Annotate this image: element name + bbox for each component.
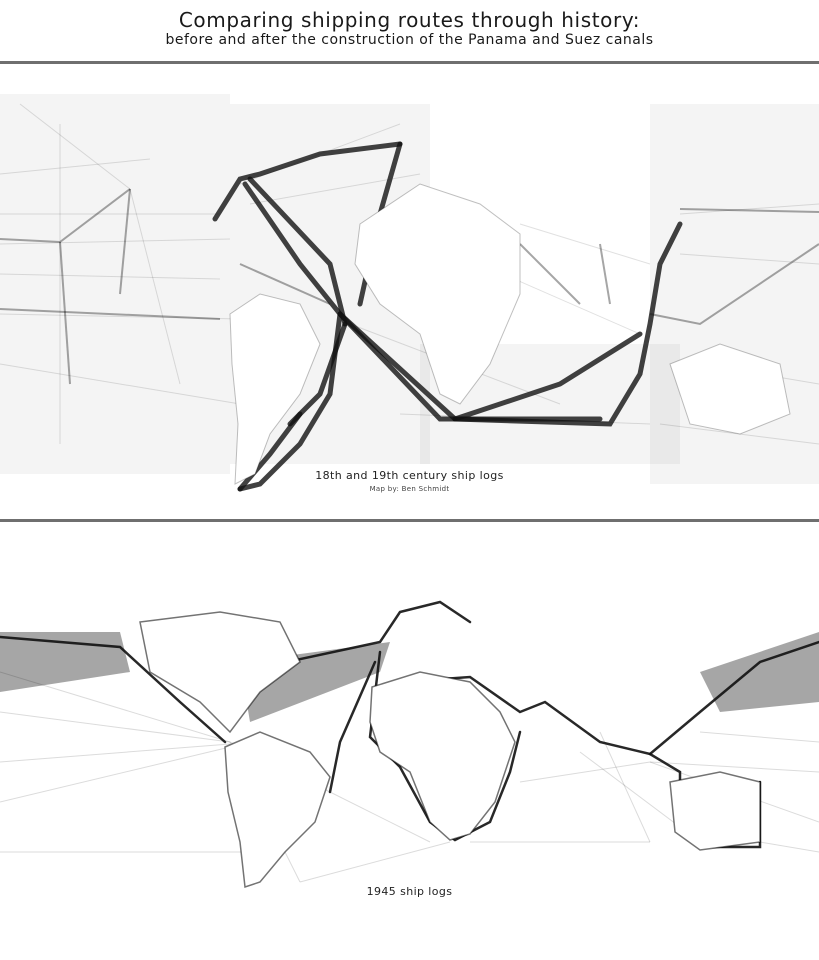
- middle-divider: [0, 519, 819, 522]
- header: Comparing shipping routes through histor…: [0, 0, 819, 60]
- land-outlines: [229, 183, 791, 485]
- page-title: Comparing shipping routes through histor…: [178, 8, 641, 32]
- map-panel-historic: 18th and 19th century ship logs Map by: …: [0, 64, 819, 519]
- medium-routes: [0, 188, 819, 385]
- major-routes: [212, 141, 683, 492]
- map-panel-1945: 1945 ship logs: [0, 522, 819, 960]
- routes-1945-map: [0, 600, 819, 889]
- map-credit: Map by: Ben Schmidt: [369, 485, 450, 493]
- top-divider: [0, 61, 819, 64]
- historic-routes-map: [0, 94, 819, 492]
- map-1945-caption: 1945 ship logs: [366, 885, 453, 898]
- land-outlines: [139, 611, 761, 889]
- historic-map-caption: 18th and 19th century ship logs: [315, 469, 504, 482]
- page-subtitle: before and after the construction of the…: [165, 32, 654, 48]
